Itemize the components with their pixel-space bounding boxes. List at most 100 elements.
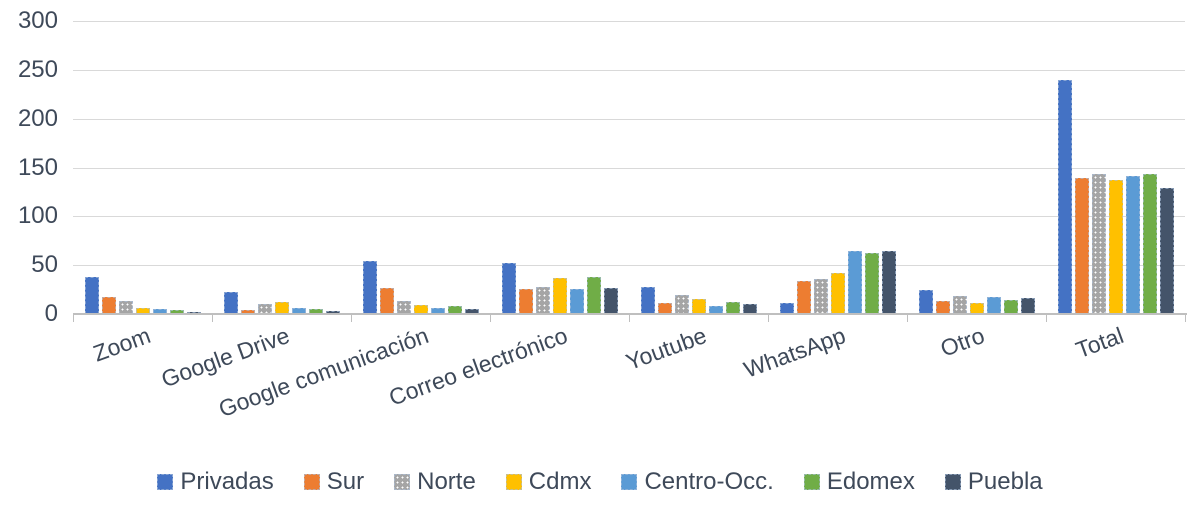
legend-item-cdmx: Cdmx [505, 468, 591, 496]
legend-label: Privadas [180, 468, 274, 495]
gridline [73, 167, 1185, 169]
y-axis-tick-label: 100 [17, 202, 58, 230]
gridline [73, 21, 1185, 22]
bar [413, 305, 428, 314]
axis-tickmark [490, 315, 491, 322]
axis-tickmark [907, 315, 908, 322]
bar [952, 296, 967, 314]
bar [847, 251, 862, 314]
bar [464, 309, 479, 314]
bar-group [768, 0, 907, 314]
y-axis-tick-label: 200 [17, 104, 58, 132]
y-axis-tick-label: 150 [17, 153, 58, 181]
bar-group [907, 0, 1046, 314]
legend-swatch-icon [803, 474, 820, 490]
y-axis-tick-label: 300 [17, 7, 58, 34]
bar [1159, 188, 1174, 314]
bar [986, 297, 1001, 314]
bar [501, 263, 516, 314]
bar [1108, 180, 1123, 314]
bar [779, 303, 794, 314]
bar [674, 295, 689, 314]
axis-tickmark [629, 315, 630, 322]
bar [830, 273, 845, 314]
bar [135, 308, 150, 314]
bar [169, 310, 184, 314]
y-axis-tick-label: 50 [31, 251, 58, 279]
bar [101, 297, 116, 314]
legend-label: Sur [326, 468, 365, 495]
legend: Privadas Sur Norte Cdmx Centro-Occ. Edomex Pue… [0, 468, 1200, 496]
bar [1125, 176, 1140, 314]
legend-label: Norte [417, 468, 476, 495]
legend-swatch-icon [505, 474, 522, 490]
bar [1091, 174, 1106, 314]
bar [152, 309, 167, 314]
bar-group [1046, 0, 1185, 314]
bar [396, 301, 411, 314]
legend-item-centro-occ: Centro-Occ. [621, 468, 774, 496]
legend-item-sur: Sur [303, 468, 365, 496]
bar [586, 277, 601, 314]
plot-area [73, 0, 1185, 314]
bar [918, 290, 933, 314]
bar [742, 304, 757, 314]
legend-swatch-icon [394, 474, 411, 490]
bar [691, 299, 706, 314]
axis-tickmark [212, 315, 213, 322]
legend-swatch-icon [944, 474, 961, 490]
bar-group [73, 0, 212, 314]
gridline [73, 118, 1185, 120]
bar [552, 278, 567, 314]
bar [725, 302, 740, 314]
bar [881, 251, 896, 314]
bar [935, 301, 950, 314]
legend-swatch-icon [621, 474, 638, 490]
bar [969, 303, 984, 314]
bar-group [212, 0, 351, 314]
bar-group [629, 0, 768, 314]
bar [257, 304, 272, 314]
bar [569, 289, 584, 314]
legend-label: Puebla [967, 468, 1043, 495]
axis-tickmark [768, 315, 769, 322]
legend-item-edomex: Edomex [803, 468, 915, 496]
bar [325, 311, 340, 314]
gridline [73, 69, 1185, 71]
legend-swatch-icon [303, 474, 320, 490]
bar-group [351, 0, 490, 314]
bar [535, 287, 550, 314]
axis-baseline [73, 313, 1187, 315]
bar [430, 308, 445, 314]
bar [362, 261, 377, 314]
bar [518, 289, 533, 314]
bar [223, 292, 238, 314]
bar [1057, 80, 1072, 314]
bar [291, 308, 306, 314]
bar [1142, 174, 1157, 314]
bar [274, 302, 289, 314]
axis-tickmark [1046, 315, 1047, 322]
y-axis-tick-label: 250 [17, 55, 58, 83]
gridline [73, 265, 1185, 267]
bar [118, 301, 133, 314]
bar [447, 306, 462, 314]
bar [796, 281, 811, 314]
legend-item-puebla: Puebla [944, 468, 1043, 496]
legend-label: Edomex [826, 468, 915, 495]
bar [603, 288, 618, 314]
legend-swatch-icon [157, 474, 174, 490]
axis-tickmark [1185, 315, 1186, 322]
bar [379, 288, 394, 314]
bar [640, 287, 655, 314]
bar [1020, 298, 1035, 314]
axis-tickmark [73, 315, 74, 322]
bar [813, 279, 828, 314]
bar [657, 303, 672, 314]
bar [1003, 300, 1018, 314]
axis-tickmark [351, 315, 352, 322]
bar [84, 277, 99, 314]
bar [708, 306, 723, 314]
legend-item-norte: Norte [394, 468, 476, 496]
